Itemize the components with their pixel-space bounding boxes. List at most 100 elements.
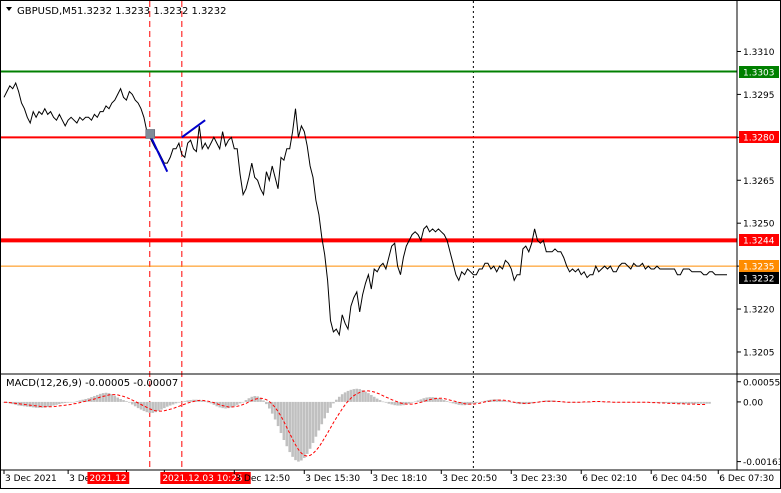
macd-histogram-bar: [574, 401, 577, 403]
macd-histogram-bar: [705, 401, 708, 404]
time-tick-label: 3 Dec 20:50: [442, 474, 497, 484]
macd-histogram-bar: [649, 401, 653, 403]
macd-histogram-bar: [157, 401, 160, 412]
annotation-trendline[interactable]: [181, 119, 206, 139]
macd-histogram-bar: [46, 401, 50, 408]
macd-histogram-bar: [399, 401, 402, 406]
time-tick-label: 6 Dec 02:10: [582, 474, 637, 484]
macd-histogram-bar: [375, 398, 379, 402]
macd-histogram-bar: [69, 401, 73, 403]
macd-histogram-bar: [702, 401, 705, 404]
macd-histogram-bar: [311, 401, 315, 443]
macd-histogram-bar: [527, 401, 531, 404]
macd-histogram-bar: [673, 401, 676, 404]
macd-histogram-bar: [439, 398, 443, 402]
macd-histogram-bar: [472, 401, 475, 404]
macd-histogram-bar: [43, 401, 47, 408]
time-tick-label: 2021.12: [89, 474, 126, 484]
macd-histogram-bar: [136, 401, 140, 409]
macd-histogram-bar: [52, 401, 55, 406]
macd-histogram-bar: [107, 393, 111, 402]
macd-histogram-bar: [11, 401, 15, 405]
macd-histogram-bar: [31, 401, 35, 408]
macd-histogram-bar: [367, 393, 370, 402]
macd-histogram-bar: [165, 401, 169, 407]
macd-histogram-bar: [372, 396, 376, 402]
macd-histogram-bar: [119, 398, 122, 402]
macd-histogram-bar: [509, 401, 513, 403]
macd-histogram-bar: [405, 401, 408, 405]
annotation-trendline[interactable]: [148, 134, 169, 173]
macd-histogram-bar: [212, 401, 216, 405]
macd-histogram-bar: [361, 390, 364, 402]
macd-histogram-bar: [122, 400, 125, 402]
macd-histogram-bar: [629, 401, 633, 403]
price-tick-label: 1.3205: [743, 348, 775, 358]
macd-histogram-bar: [329, 401, 332, 408]
macd-histogram-bar: [539, 401, 542, 402]
entry-marker[interactable]: [145, 129, 156, 139]
macd-histogram-bar: [655, 401, 659, 403]
macd-histogram-bar: [78, 400, 82, 402]
level-price-tag: [739, 131, 779, 143]
macd-histogram-bar: [186, 400, 189, 402]
macd-histogram-bar: [200, 400, 204, 402]
macd-histogram-bar: [559, 401, 563, 403]
dropdown-triangle-icon[interactable]: [6, 7, 12, 11]
macd-signal-line: [4, 390, 707, 457]
macd-histogram-bar: [238, 401, 242, 404]
macd-histogram-bar: [233, 401, 236, 407]
macd-histogram-bar: [364, 391, 367, 402]
macd-histogram-bar: [90, 397, 93, 402]
macd-histogram-bar: [133, 401, 137, 407]
macd-histogram-bar: [585, 401, 589, 403]
time-tick-label: 3 Dec 2021: [5, 474, 57, 484]
macd-histogram-bar: [579, 401, 583, 403]
macd-histogram-bar: [203, 401, 207, 402]
macd-histogram-bar: [358, 389, 361, 402]
macd-histogram-bar: [457, 401, 461, 405]
macd-histogram-bar: [667, 401, 670, 404]
macd-histogram-bar: [282, 401, 286, 440]
macd-histogram-bar: [498, 399, 501, 402]
macd-histogram-bar: [17, 401, 20, 406]
macd-histogram-bar: [265, 401, 268, 405]
macd-histogram-bar: [160, 401, 163, 410]
time-tick-label: 3 Dec 15:30: [305, 474, 360, 484]
macd-histogram-bar: [209, 401, 213, 404]
macd-histogram-bar: [128, 401, 131, 403]
macd-histogram-bar: [346, 390, 350, 402]
macd-title: MACD(12,26,9) -0.00005 -0.00007: [6, 378, 178, 389]
macd-histogram-bar: [402, 401, 405, 406]
macd-histogram-bar: [451, 401, 455, 404]
macd-histogram-bar: [235, 401, 239, 405]
macd-histogram-bar: [693, 401, 697, 404]
macd-histogram-bar: [661, 401, 665, 404]
macd-histogram-bar: [285, 401, 289, 447]
macd-histogram-bar: [34, 401, 38, 408]
macd-histogram-bar: [708, 401, 711, 404]
macd-histogram-bar: [110, 394, 114, 402]
macd-histogram-bar: [565, 401, 568, 403]
macd-histogram-bar: [340, 394, 344, 402]
macd-histogram-bar: [171, 401, 175, 405]
macd-histogram-bar: [302, 401, 306, 458]
macd-histogram-bar: [343, 392, 347, 402]
macd-histogram-bar: [504, 400, 507, 402]
macd-histogram-bar: [600, 401, 603, 403]
macd-histogram-bar: [410, 401, 414, 403]
macd-histogram-bar: [384, 401, 388, 403]
price-tick-label: 1.3310: [743, 48, 775, 58]
macd-histogram-bar: [168, 401, 172, 406]
macd-histogram-bar: [480, 401, 484, 403]
macd-histogram-bar: [37, 401, 41, 408]
price-line[interactable]: [3, 81, 727, 337]
macd-histogram-bar: [163, 401, 166, 409]
macd-histogram-bar: [635, 401, 638, 403]
macd-histogram-bar: [664, 401, 668, 404]
macd-histogram-bar: [390, 401, 394, 405]
macd-histogram-bar: [349, 389, 353, 402]
macd-histogram-bar: [381, 401, 385, 403]
